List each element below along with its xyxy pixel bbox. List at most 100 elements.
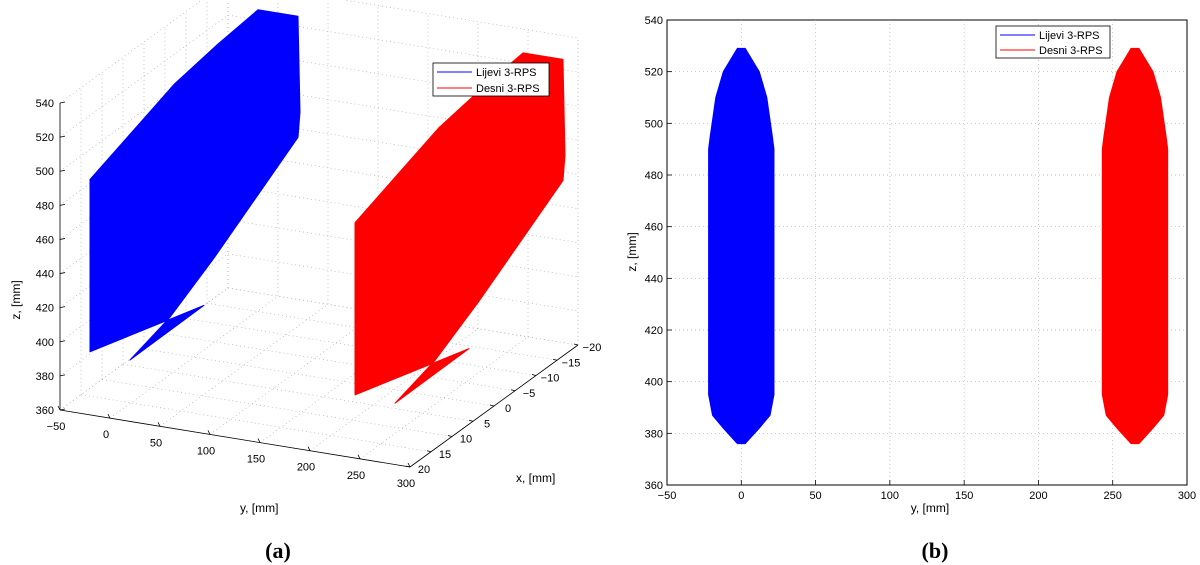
panel-a-ztick-label: 460: [36, 234, 54, 246]
panel-a-xtick-label: 10: [460, 434, 472, 446]
panel-a-ytick-label: 150: [247, 454, 265, 466]
panel-a-axes: [57, 101, 579, 468]
panel-b-xtick-label: 200: [1029, 490, 1047, 502]
panel-b-xtick-label: −50: [658, 490, 677, 502]
panel-b-ytick-label: 420: [645, 325, 663, 337]
panel-a-floor-gridline: [209, 312, 379, 435]
panel-a-tick-z: [59, 272, 66, 274]
panel-a-tick-z: [59, 135, 66, 138]
panel-a-tick-y: [357, 454, 361, 460]
panel-b-data: [708, 47, 1169, 445]
panel-a-ylabel: y, [mm]: [240, 501, 278, 515]
panel-b-ylabel: z, [mm]: [625, 232, 639, 271]
panel-b-xtick-label: 50: [809, 490, 821, 502]
panel-a-tick-labels: −50050100150200250300−20−15−10−505101520…: [36, 98, 602, 490]
panel-b-xtick-label: 100: [881, 490, 899, 502]
panel-b-ytick-label: 540: [645, 15, 663, 27]
panel-a-floor-gridline: [80, 394, 432, 453]
panel-a-xtick-label: −15: [562, 357, 581, 369]
panel-a-tick-z: [59, 169, 66, 172]
panel-b-xtick-label: 300: [1178, 490, 1196, 502]
panel-a-tick-x: [426, 450, 432, 453]
panel-a-tick-z: [59, 408, 66, 411]
panel-a-xtick-label: 15: [439, 449, 451, 461]
panel-b-ytick-label: 520: [645, 67, 663, 79]
panel-a-tick-x: [447, 435, 453, 437]
panel-b-ytick-label: 400: [645, 377, 663, 389]
panel-a-tick-x: [489, 404, 495, 407]
panel-b-ytick-label: 460: [645, 222, 663, 234]
panel-a-ztick-label: 360: [36, 405, 54, 417]
panel-b-legend: Lijevi 3-RPS Desni 3-RPS: [995, 25, 1111, 59]
panel-b-tick-labels: −50 0 50 100 150 200 250 300 360 380 400 420 440 460 4…: [645, 15, 1197, 502]
panel-a-tick-z: [59, 306, 66, 309]
panel-a-tick-z: [59, 374, 66, 377]
panel-b-xlabel: y, [mm]: [911, 501, 949, 515]
panel-a-xtick-label: −20: [583, 342, 602, 354]
panel-a-ztick-label: 480: [36, 200, 54, 212]
panel-a-ytick-label: 300: [397, 478, 415, 490]
panel-a-tick-x: [552, 358, 558, 361]
panel-a-tick-x: [405, 465, 411, 468]
panel-a-ztick-label: 380: [36, 371, 54, 383]
panel-a-tick-y: [307, 446, 311, 451]
panel-b-series-desni: [1101, 47, 1169, 445]
panel-a-ztick-label: 500: [36, 166, 54, 178]
panel-a-ztick-label: 440: [36, 269, 54, 281]
panel-a-ytick-label: 100: [197, 445, 215, 457]
panel-a-tick-y: [107, 413, 111, 419]
panel-a-tick-y: [407, 462, 411, 468]
panel-a-tick-x: [510, 389, 516, 392]
panel-a-3d-plot: −50050100150200250300−20−15−10−505101520…: [9, 0, 601, 563]
panel-a-ztick-label: 400: [36, 337, 54, 349]
panel-a-tick-z: [59, 340, 66, 343]
panel-b-yz-plot: −50 0 50 100 150 200 250 300 360 380 400 420 440 460 4…: [625, 15, 1196, 563]
panel-a-floor-gridline: [122, 363, 474, 422]
panel-a-y-axis: [59, 409, 411, 468]
panel-a-series-lijevi: [89, 9, 301, 361]
panel-a-ztick-label: 420: [36, 303, 54, 315]
panel-a-legend-label-desni: Desni 3-RPS: [476, 83, 540, 95]
panel-a-tick-y: [207, 430, 211, 435]
panel-a-ytick-label: 200: [297, 462, 315, 474]
panel-b-legend-label-lijevi: Lijevi 3-RPS: [1039, 30, 1100, 42]
panel-a-xtick-label: 20: [418, 464, 430, 476]
panel-a-tick-x: [468, 419, 474, 422]
panel-b-ytick-label: 480: [645, 170, 663, 182]
panel-a-xtick-label: 0: [505, 403, 511, 415]
panel-b-caption: (b): [922, 538, 949, 563]
panel-a-ztick-label: 540: [36, 98, 54, 110]
panel-b-series-lijevi: [708, 47, 775, 445]
panel-a-xtick-label: −10: [541, 373, 560, 385]
panel-a-xtick-label: −5: [523, 388, 536, 400]
panel-a-tick-y: [57, 405, 61, 411]
panel-b-ytick-label: 500: [645, 118, 663, 130]
panel-a-ytick-label: −50: [47, 421, 66, 433]
panel-a-floor-gridline: [159, 304, 329, 427]
panel-a-xlabel: x, [mm]: [516, 471, 555, 485]
panel-a-data: [89, 9, 566, 404]
panel-a-zlabel: z, [mm]: [9, 280, 23, 319]
panel-a-tick-z: [59, 101, 66, 104]
panel-b-ytick-label: 440: [645, 273, 663, 285]
panel-b-xtick-label: 250: [1104, 490, 1122, 502]
panel-a-ytick-label: 250: [347, 470, 365, 482]
panel-a-tick-y: [157, 422, 161, 427]
panel-b-xtick-label: 150: [955, 490, 973, 502]
panel-a-legend-label-lijevi: Lijevi 3-RPS: [476, 67, 537, 79]
panel-a-tick-z: [59, 238, 66, 240]
panel-a-ytick-label: 0: [103, 429, 109, 441]
panel-a-series-desni: [354, 52, 566, 404]
panel-a-floor-gridline: [143, 348, 495, 407]
panel-b-legend-label-desni: Desni 3-RPS: [1039, 45, 1103, 57]
panel-a-tick-y: [257, 438, 261, 443]
panel-a-legend: Lijevi 3-RPS Desni 3-RPS: [432, 62, 550, 97]
panel-a-ztick-label: 520: [36, 132, 54, 144]
panel-a-ytick-label: 50: [150, 437, 162, 449]
panel-a-xtick-label: 5: [484, 418, 490, 430]
panel-b-ytick-label: 360: [645, 480, 663, 492]
panel-a-caption: (a): [265, 538, 291, 563]
panel-a-floor-gridline: [101, 379, 453, 437]
panel-a-tick-x: [573, 343, 579, 346]
